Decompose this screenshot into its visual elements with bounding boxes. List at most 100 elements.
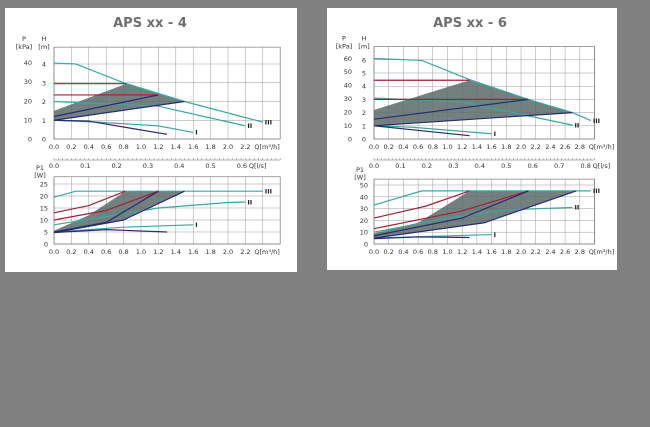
p-tick-label: 0	[28, 136, 32, 144]
series-line-speed-II	[53, 201, 246, 226]
p-tick-label: 10	[344, 122, 352, 130]
x-tick-label: 2.2	[531, 143, 541, 151]
x-tick-label: 1.8	[205, 248, 215, 256]
x-tick-label: 2.0	[223, 248, 233, 256]
x-tick-label: 1.8	[501, 248, 511, 256]
series-line-proportional-high	[53, 94, 159, 118]
series-line-min	[53, 228, 168, 234]
h-axis-label: H	[42, 35, 47, 43]
series-label-III: III	[593, 117, 600, 125]
x-tick-label: 2.2	[531, 248, 541, 256]
p1-tick-label: 20	[360, 217, 368, 225]
x-tick-label: 2.0	[516, 248, 526, 256]
p-tick-label: 20	[24, 97, 32, 105]
series-line-min	[53, 119, 168, 135]
h-tick-label: 1	[42, 117, 46, 125]
x-tick-label: 2.8	[575, 248, 585, 256]
series-label-I: I	[195, 129, 197, 137]
x-tick-label: 2.4	[545, 248, 555, 256]
flow-tick-label: 0.6	[528, 162, 538, 170]
x-tick-label: 2.0	[223, 143, 233, 151]
h-axis-label-unit: [m]	[38, 43, 49, 51]
x-tick-label: 2.4	[545, 143, 555, 151]
x-tick-label: 0.2	[66, 143, 76, 151]
series-label-II: II	[247, 198, 252, 206]
series-label-III: III	[593, 187, 600, 195]
h-tick-label: 5	[362, 70, 366, 78]
plot-frame	[373, 178, 595, 245]
x-tick-label: 1.2	[153, 248, 163, 256]
series-line-proportional-high	[373, 98, 529, 120]
h-tick-label: 4	[42, 61, 46, 69]
p-tick-label: 10	[24, 116, 32, 124]
p-axis-label-unit: [kPa]	[336, 43, 352, 51]
h-tick-label: 3	[362, 96, 366, 104]
x-tick-label: 1.6	[188, 248, 198, 256]
x-tick-label: 0.6	[413, 248, 423, 256]
p1-axis-label-unit: [W]	[34, 171, 46, 179]
x-tick-label: 0.2	[66, 248, 76, 256]
x-tick-label: 0.2	[384, 248, 394, 256]
flow-tick-label: 0.0	[49, 162, 59, 170]
h-tick-label: 1	[362, 122, 366, 130]
flow-tick-label: 0.1	[395, 162, 405, 170]
x-tick-label: 0.0	[49, 143, 59, 151]
p-tick-label: 60	[344, 55, 352, 63]
p-tick-label: 50	[344, 68, 352, 76]
series-label-I: I	[494, 130, 496, 138]
x-tick-label: 2.6	[560, 248, 570, 256]
p1-axis-label: P1	[356, 166, 364, 174]
plot-frame	[53, 176, 281, 245]
x-tick-label: 1.6	[486, 248, 496, 256]
x-axis-label: Q[m³/h]	[254, 248, 279, 256]
p-axis-label-unit: [kPa]	[16, 43, 32, 51]
x-tick-label: 0.6	[413, 143, 423, 151]
x-tick-label: 2.0	[516, 143, 526, 151]
flow-tick-label: 0.3	[448, 162, 458, 170]
x-tick-label: 2.2	[240, 143, 250, 151]
flow-axis-label: Q[l/s]	[593, 162, 611, 170]
x-tick-label: 1.0	[442, 143, 452, 151]
x-tick-label: 2.6	[560, 143, 570, 151]
h-tick-label: 0	[362, 136, 366, 144]
x-tick-label: 0.2	[384, 143, 394, 151]
x-tick-label: 1.8	[205, 143, 215, 151]
x-tick-label: 0.8	[428, 143, 438, 151]
p1-tick-label: 25	[40, 181, 48, 189]
flow-tick-label: 0.5	[501, 162, 511, 170]
h-axis-label-unit: [m]	[358, 43, 369, 51]
x-tick-label: 1.6	[486, 143, 496, 151]
series-line-speed-II	[373, 206, 573, 233]
x-tick-label: 0.6	[101, 143, 111, 151]
x-tick-label: 1.0	[442, 248, 452, 256]
flow-tick-label: 0.2	[422, 162, 432, 170]
series-line-constant-pressure-high	[373, 190, 470, 219]
x-tick-label: 2.2	[240, 248, 250, 256]
series-line-constant-pressure-low	[373, 190, 529, 230]
flow-tick-label: 0.1	[80, 162, 90, 170]
series-line-proportional-low	[53, 190, 185, 234]
x-tick-label: 1.0	[136, 248, 146, 256]
operating-region	[54, 83, 185, 121]
x-tick-label: 0.8	[118, 143, 128, 151]
series-label-I: I	[494, 231, 496, 239]
p-tick-label: 40	[24, 59, 32, 67]
flow-tick-label: 0.3	[143, 162, 153, 170]
x-tick-label: 1.6	[188, 143, 198, 151]
x-tick-label: 0.8	[118, 248, 128, 256]
plot-frame	[373, 46, 595, 140]
x-tick-label: 1.4	[472, 143, 482, 151]
series-line-constant-pressure-low	[53, 190, 159, 221]
series-label-II: II	[247, 122, 252, 130]
x-tick-label: 1.2	[153, 143, 163, 151]
flow-tick-label: 0.4	[174, 162, 184, 170]
p-tick-label: 30	[24, 78, 32, 86]
x-tick-label: 1.0	[136, 143, 146, 151]
flow-tick-label: 0.7	[554, 162, 564, 170]
chart-panel	[5, 8, 297, 272]
series-line-proportional-high	[373, 190, 529, 237]
